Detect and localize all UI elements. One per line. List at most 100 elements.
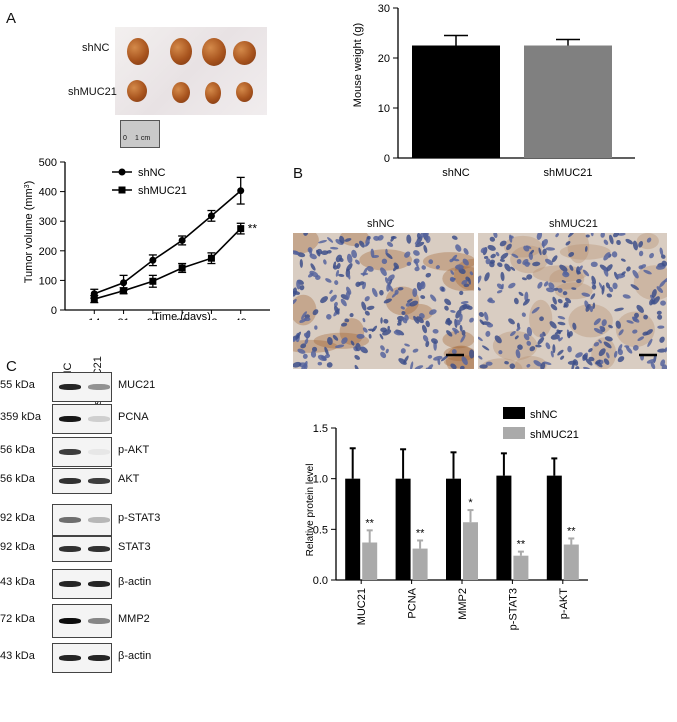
ihc-nucleus	[413, 315, 419, 324]
ihc-nucleus	[460, 300, 469, 305]
blot-strip	[52, 536, 112, 562]
legend-marker	[118, 168, 126, 176]
ihc-nucleus	[538, 247, 542, 256]
ihc-nucleus	[414, 365, 424, 369]
ihc-nucleus	[455, 264, 464, 270]
blot-kda-label: 43 kDa	[0, 650, 35, 662]
legend-label: shNC	[138, 167, 166, 179]
data-point	[149, 277, 157, 285]
ihc-nucleus	[452, 327, 459, 334]
blot-strip	[52, 569, 112, 599]
ihc-nucleus	[423, 244, 428, 254]
ihc-nucleus	[444, 298, 452, 306]
ihc-nucleus	[371, 287, 378, 297]
ihc-nucleus	[557, 349, 564, 356]
ihc-nucleus	[303, 361, 308, 369]
ihc-nucleus	[605, 282, 611, 289]
ihc-stain	[293, 294, 317, 326]
ihc-nucleus	[332, 334, 339, 341]
ihc-nucleus	[593, 328, 603, 334]
y-tick-label: 300	[39, 216, 57, 228]
ihc-stain	[633, 265, 667, 301]
ihc-nucleus	[617, 356, 625, 363]
significance-label: **	[567, 525, 576, 537]
ihc-nucleus	[557, 335, 561, 341]
ihc-nucleus	[410, 361, 414, 369]
y-tick-label: 400	[39, 187, 57, 199]
ihc-nucleus	[377, 235, 384, 241]
y-tick-label: 200	[39, 246, 57, 258]
ihc-nucleus	[583, 366, 591, 369]
ihc-nucleus	[604, 336, 613, 342]
ihc-nucleus	[612, 282, 618, 290]
blot-protein-label: β-actin	[118, 650, 152, 662]
ihc-nucleus	[341, 337, 348, 345]
ihc-nucleus	[500, 271, 505, 282]
ihc-nucleus	[603, 239, 609, 246]
ihc-nucleus	[351, 249, 358, 259]
ihc-nucleus	[526, 363, 531, 368]
ihc-nucleus	[382, 329, 392, 336]
ihc-nucleus	[598, 348, 606, 357]
ihc-nucleus	[380, 317, 383, 324]
y-tick-label: 0.5	[313, 524, 328, 536]
ihc-nucleus	[650, 362, 656, 369]
blot-protein-label: MUC21	[118, 379, 156, 391]
ihc-nucleus	[450, 270, 455, 275]
x-tick-label: MUC21	[356, 588, 368, 625]
x-tick-label: shNC	[442, 167, 470, 179]
ihc-nucleus	[608, 286, 614, 293]
ihc-nucleus	[427, 354, 433, 359]
ihc-nucleus	[346, 263, 353, 272]
ihc-nucleus	[297, 348, 306, 354]
ihc-nucleus	[425, 233, 429, 236]
ihc-nucleus	[539, 333, 544, 338]
ihc-nucleus	[551, 255, 558, 263]
data-point	[237, 225, 245, 233]
ihc-nucleus	[537, 281, 543, 289]
ihc-nucleus	[430, 294, 437, 302]
ihc-nucleus	[499, 258, 505, 262]
ihc-nucleus	[601, 319, 607, 327]
ihc-nucleus	[508, 318, 515, 325]
ihc-nucleus	[656, 286, 664, 293]
tumor-volume-y-axis-label: Tumor volume (mm3)	[23, 181, 35, 284]
blot-protein-label: PCNA	[118, 411, 149, 423]
ihc-nucleus	[606, 352, 610, 359]
ihc-nucleus	[459, 313, 463, 323]
ihc-nucleus	[485, 258, 491, 265]
ihc-nucleus	[643, 314, 648, 320]
bar	[524, 45, 612, 158]
data-point	[178, 236, 186, 244]
ihc-nucleus	[625, 346, 633, 354]
ihc-nucleus	[301, 311, 307, 320]
protein-level-chart: Relative protein level 0.0 0.5 1.0 1.5 ** MUC…	[305, 407, 588, 630]
ihc-nucleus	[309, 270, 319, 278]
ihc-nucleus	[513, 297, 519, 305]
ihc-nucleus	[522, 298, 530, 306]
ihc-nucleus	[531, 306, 540, 314]
ihc-nucleus	[400, 348, 406, 354]
ihc-nucleus	[615, 320, 622, 329]
ihc-nucleus	[355, 259, 360, 265]
ihc-nucleus	[380, 267, 387, 277]
ihc-nucleus	[425, 235, 431, 244]
ihc-nucleus	[541, 240, 545, 249]
blot-strip	[52, 437, 112, 467]
ihc-nucleus	[647, 338, 653, 347]
ihc-nucleus	[478, 336, 483, 342]
ihc-nucleus	[478, 287, 481, 291]
ihc-nucleus	[478, 311, 485, 317]
x-tick-label: shMUC21	[544, 167, 593, 179]
blot-band	[59, 546, 81, 552]
ihc-nucleus	[441, 286, 445, 292]
ihc-nucleus	[540, 361, 546, 369]
blot-strip	[52, 604, 112, 638]
ihc-nucleus	[591, 275, 597, 285]
ihc-nucleus	[553, 287, 559, 291]
data-point	[207, 212, 215, 220]
ihc-nucleus	[428, 309, 437, 315]
significance-label: **	[365, 517, 374, 529]
x-tick-label: 49	[235, 317, 247, 320]
ihc-nucleus	[614, 307, 624, 312]
